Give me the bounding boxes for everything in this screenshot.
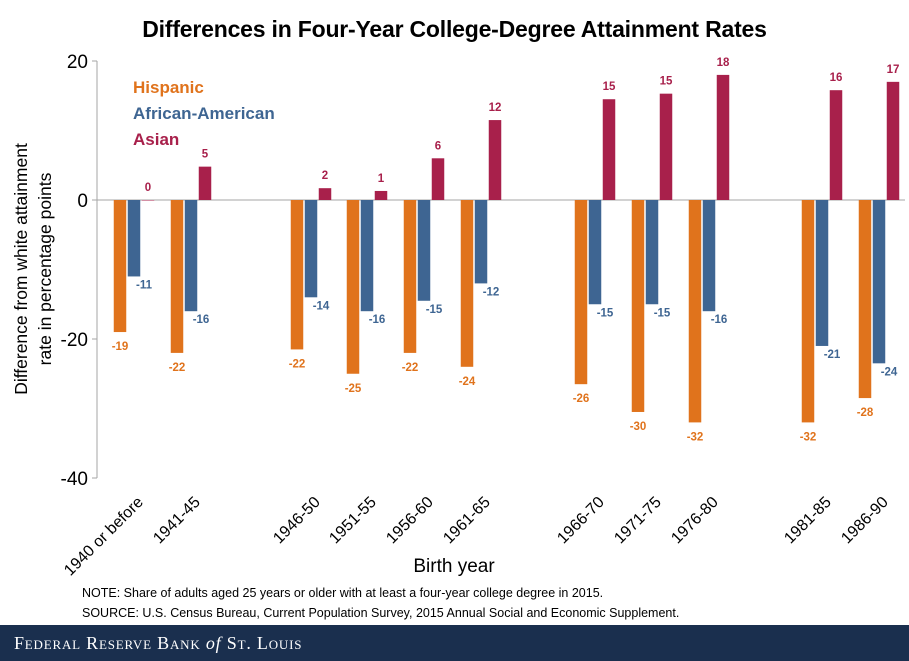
data-label: -19 bbox=[112, 341, 129, 353]
y-tick-label: -20 bbox=[61, 330, 88, 351]
x-tick-label: 1971-75 bbox=[611, 494, 665, 548]
data-label: 12 bbox=[489, 102, 502, 114]
bar-asian bbox=[488, 120, 502, 200]
y-axis-label: rate in percentage points bbox=[35, 172, 55, 365]
bar-asian bbox=[602, 99, 616, 200]
footer-of: of bbox=[205, 633, 222, 653]
bar-african-american bbox=[417, 200, 431, 301]
data-label: -15 bbox=[426, 304, 443, 316]
x-tick-label: 1941-45 bbox=[150, 494, 204, 548]
data-label: 18 bbox=[717, 57, 730, 69]
bar-asian bbox=[829, 90, 843, 200]
bar-hispanic bbox=[801, 200, 815, 423]
x-tick-label: 1940 or before bbox=[61, 494, 147, 580]
bar-asian bbox=[886, 81, 900, 200]
bar-asian bbox=[374, 190, 388, 200]
bar-asian bbox=[318, 188, 332, 200]
bar-hispanic bbox=[346, 200, 360, 374]
footer-banner: Federal Reserve Bank of St. Louis bbox=[0, 625, 909, 661]
data-label: 6 bbox=[435, 140, 441, 152]
y-tick-label: 20 bbox=[67, 52, 88, 73]
bar-hispanic bbox=[403, 200, 417, 353]
data-label: 2 bbox=[322, 170, 328, 182]
data-label: -16 bbox=[711, 314, 728, 326]
data-label: -15 bbox=[654, 307, 671, 319]
data-label: -24 bbox=[459, 376, 476, 388]
data-label: -30 bbox=[630, 421, 647, 433]
y-tick-label: -40 bbox=[61, 469, 88, 490]
data-label: -14 bbox=[313, 300, 330, 312]
y-axis-label: Difference from white attainment bbox=[11, 143, 31, 395]
bar-african-american bbox=[127, 200, 141, 277]
bar-african-american bbox=[815, 200, 829, 346]
data-label: -24 bbox=[881, 366, 898, 378]
bar-asian bbox=[198, 166, 212, 200]
data-label: -32 bbox=[687, 431, 704, 443]
bar-hispanic bbox=[858, 200, 872, 399]
bar-african-american bbox=[872, 200, 886, 364]
bar-hispanic bbox=[113, 200, 127, 333]
bar-asian bbox=[659, 93, 673, 200]
x-axis-label: Birth year bbox=[413, 556, 495, 577]
data-label: -22 bbox=[169, 362, 186, 374]
bar-african-american bbox=[702, 200, 716, 312]
data-label: 15 bbox=[660, 76, 673, 88]
data-label: -26 bbox=[573, 393, 590, 405]
bar-hispanic bbox=[574, 200, 588, 385]
data-label: -21 bbox=[824, 349, 841, 361]
data-label: -28 bbox=[857, 407, 874, 419]
bar-hispanic bbox=[631, 200, 645, 412]
bar-asian bbox=[716, 74, 730, 200]
bar-asian bbox=[431, 158, 445, 200]
data-label: 15 bbox=[603, 81, 616, 93]
data-label: -16 bbox=[369, 314, 386, 326]
bar-african-american bbox=[645, 200, 659, 305]
x-tick-label: 1956-60 bbox=[383, 494, 437, 548]
footer-city: St. Louis bbox=[226, 633, 303, 653]
data-label: 5 bbox=[202, 149, 209, 161]
x-tick-label: 1976-80 bbox=[668, 494, 722, 548]
data-label: -11 bbox=[136, 279, 153, 291]
bar-asian bbox=[141, 200, 155, 201]
bar-african-american bbox=[588, 200, 602, 305]
bar-hispanic bbox=[688, 200, 702, 423]
chart-source: SOURCE: U.S. Census Bureau, Current Popu… bbox=[82, 606, 680, 620]
footer-bank-name: Federal Reserve Bank bbox=[14, 633, 201, 653]
legend-entry: Hispanic bbox=[133, 78, 204, 97]
x-tick-label: 1986-90 bbox=[838, 494, 892, 548]
legend-entry: Asian bbox=[133, 130, 179, 149]
bar-african-american bbox=[184, 200, 198, 312]
chart-title: Differences in Four-Year College-Degree … bbox=[142, 16, 767, 42]
y-tick-label: 0 bbox=[77, 191, 88, 212]
data-label: -12 bbox=[483, 286, 500, 298]
data-label: 16 bbox=[830, 72, 843, 84]
data-label: -22 bbox=[289, 358, 306, 370]
legend-entry: African-American bbox=[133, 104, 275, 123]
bar-african-american bbox=[304, 200, 318, 298]
bar-hispanic bbox=[170, 200, 184, 353]
data-label: -32 bbox=[800, 431, 817, 443]
chart-note: NOTE: Share of adults aged 25 years or o… bbox=[82, 586, 604, 600]
footer-logo: Federal Reserve Bank of St. Louis bbox=[14, 633, 302, 654]
x-tick-label: 1951-55 bbox=[326, 494, 380, 548]
x-tick-label: 1961-65 bbox=[440, 494, 494, 548]
bar-hispanic bbox=[290, 200, 304, 350]
data-label: -25 bbox=[345, 383, 362, 395]
bar-african-american bbox=[360, 200, 374, 312]
data-label: -16 bbox=[193, 314, 210, 326]
x-tick-label: 1981-85 bbox=[781, 494, 835, 548]
data-label: -22 bbox=[402, 362, 419, 374]
bar-hispanic bbox=[460, 200, 474, 367]
data-label: 1 bbox=[378, 173, 385, 185]
x-tick-label: 1966-70 bbox=[554, 494, 608, 548]
bar-african-american bbox=[474, 200, 488, 284]
data-label: -15 bbox=[597, 307, 614, 319]
data-label: 0 bbox=[145, 182, 151, 194]
x-tick-label: 1946-50 bbox=[270, 494, 324, 548]
data-label: 17 bbox=[887, 64, 900, 76]
